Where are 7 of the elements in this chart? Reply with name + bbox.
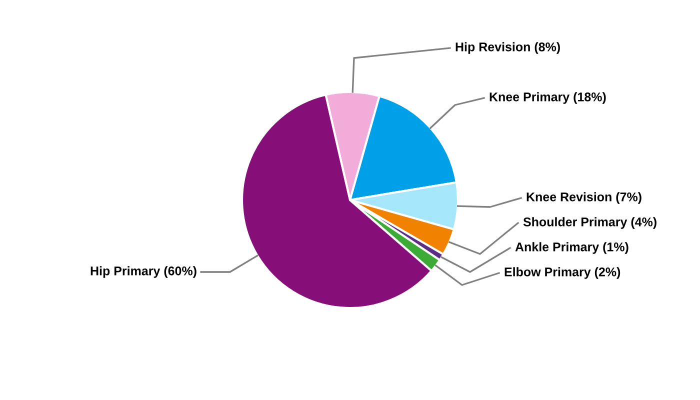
slice-label: Knee Primary (18%): [490, 92, 606, 104]
slice-label: Knee Revision (7%): [526, 192, 642, 204]
slice-label: Elbow Primary (2%): [504, 267, 620, 279]
slice-label: Shoulder Primary (4%): [523, 217, 656, 229]
slice-label: Ankle Primary (1%): [515, 242, 628, 254]
slice-label: Hip Primary (60%): [90, 266, 196, 278]
slice-label: Hip Revision (8%): [456, 42, 560, 54]
